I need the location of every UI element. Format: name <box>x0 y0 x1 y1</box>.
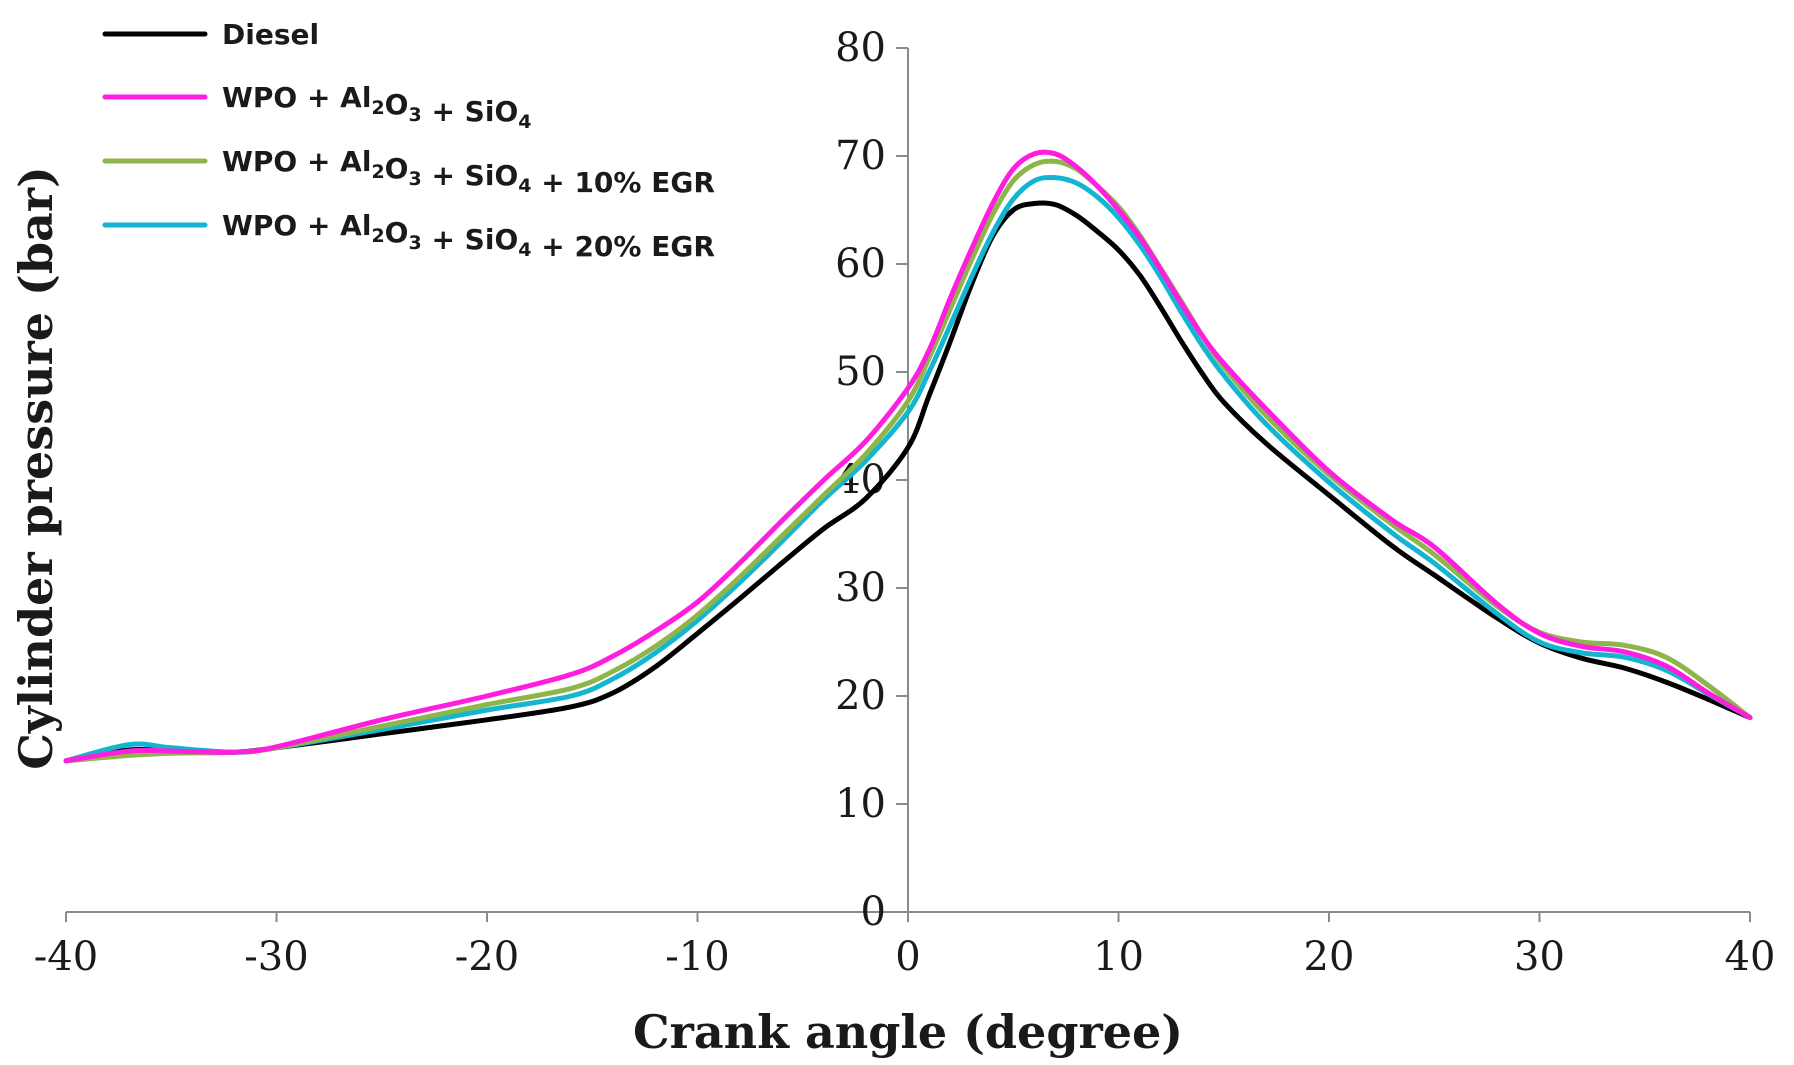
x-axis-ticks: -40 -30 -20 -10 0 10 20 30 40 <box>34 912 1776 980</box>
legend-label-diesel: Diesel <box>222 18 319 51</box>
series-line-wpo-al2o3-sio4-20-egr <box>63 174 1753 764</box>
y-tick-label: 20 <box>835 673 886 719</box>
x-tick-label: 40 <box>1725 934 1776 980</box>
legend-label-wpo-al2o3-sio4-20-egr: WPO + Al2O3 + SiO4 + 20% EGR <box>222 209 715 263</box>
x-axis-title: Crank angle (degree) <box>633 1005 1183 1059</box>
x-tick-label: -20 <box>455 934 519 980</box>
y-tick-label: 10 <box>835 781 886 827</box>
y-tick-label: 0 <box>861 889 886 935</box>
series-line-wpo-al2o3-sio4-10-egr <box>63 158 1753 764</box>
series-line-wpo-al2o3-sio4 <box>63 149 1753 764</box>
y-axis-title: Cylinder pressure (bar) <box>9 166 63 770</box>
y-tick-label: 70 <box>835 133 886 179</box>
y-tick-label: 60 <box>835 241 886 287</box>
legend-label-wpo-al2o3-sio4: WPO + Al2O3 + SiO4 <box>222 81 531 133</box>
x-tick-label: 10 <box>1093 934 1144 980</box>
legend: Diesel WPO + Al2O3 + SiO4 WPO + Al2O3 + Si… <box>102 18 715 263</box>
legend-label-wpo-al2o3-sio4-10-egr: WPO + Al2O3 + SiO4 + 10% EGR <box>222 145 715 199</box>
x-tick-label: 30 <box>1514 934 1565 980</box>
series-line-diesel <box>63 200 1753 764</box>
y-tick-label: 50 <box>835 349 886 395</box>
x-tick-label: -30 <box>244 934 308 980</box>
y-tick-label: 30 <box>835 565 886 611</box>
x-tick-label: 20 <box>1304 934 1355 980</box>
series-lines <box>63 149 1753 764</box>
y-tick-label: 80 <box>835 25 886 71</box>
x-tick-label: -10 <box>665 934 729 980</box>
x-tick-label: -40 <box>34 934 98 980</box>
x-tick-label: 0 <box>895 934 920 980</box>
